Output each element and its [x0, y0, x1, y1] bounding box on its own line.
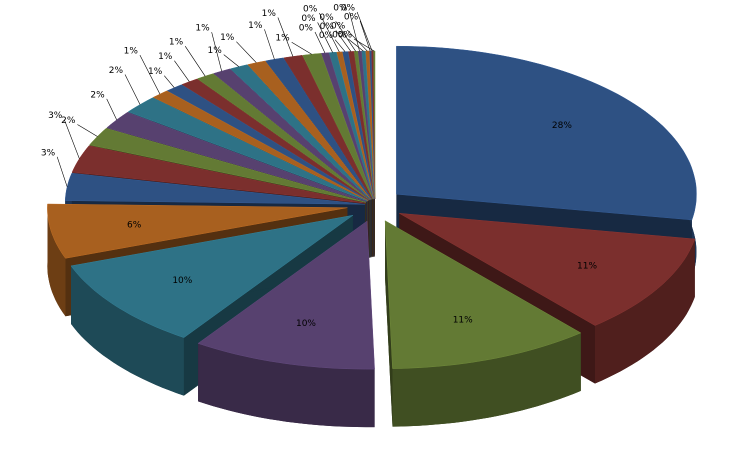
data-label: 0%: [332, 31, 347, 41]
slice-outer-wall: [71, 265, 184, 396]
slice: [127, 97, 368, 202]
data-label: 1%: [207, 46, 222, 56]
slice: [70, 215, 354, 338]
data-label: 11%: [577, 262, 597, 272]
data-label: 1%: [195, 24, 210, 34]
leader-line: [291, 41, 312, 55]
data-label: 28%: [552, 121, 572, 131]
slice: [181, 78, 370, 201]
slice: [229, 64, 371, 200]
data-label: 0%: [333, 4, 348, 14]
leader-line: [64, 119, 80, 159]
data-label: 10%: [172, 276, 192, 286]
leader-line: [277, 17, 294, 57]
leader-line: [77, 124, 98, 137]
data-label: 0%: [303, 5, 318, 15]
leader-line: [319, 12, 340, 53]
data-label: 3%: [48, 111, 63, 121]
leader-line: [184, 45, 206, 77]
leader-line: [317, 22, 333, 53]
leader-line: [348, 38, 364, 52]
data-label: 1%: [169, 38, 184, 48]
data-label: 1%: [148, 67, 163, 77]
slice-outer-wall: [595, 239, 695, 384]
slice: [197, 220, 375, 428]
leader-line: [335, 30, 352, 52]
data-label: 3%: [41, 148, 56, 158]
leader-line: [347, 29, 368, 52]
data-label: 2%: [61, 116, 76, 126]
slice: [47, 203, 348, 259]
data-label: 0%: [320, 22, 335, 32]
data-label: 2%: [109, 66, 124, 76]
leader-line: [264, 29, 275, 60]
leader-line: [335, 21, 356, 52]
leader-line: [211, 32, 222, 72]
slice-outer-wall: [198, 343, 375, 428]
slice-radial-wall: [385, 220, 393, 427]
data-label: 1%: [158, 52, 173, 62]
slice-outer-wall: [392, 332, 581, 427]
leader-line: [174, 60, 190, 82]
leader-line: [359, 20, 371, 52]
slice: [89, 128, 367, 203]
data-label: 0%: [338, 31, 353, 41]
data-label: 2%: [90, 90, 105, 100]
slice: [247, 60, 372, 200]
slice: [106, 112, 367, 202]
slice: [64, 172, 366, 205]
leader-line: [139, 54, 161, 95]
leader-line: [353, 38, 375, 52]
slice: [384, 220, 582, 369]
slice: [399, 213, 696, 326]
slice: [152, 90, 369, 201]
slice: [396, 45, 697, 221]
data-label: 0%: [341, 4, 356, 14]
leader-line: [334, 39, 346, 52]
data-label: 1%: [275, 34, 290, 44]
slice: [213, 68, 371, 200]
slice: [166, 84, 369, 201]
leader-line: [223, 54, 239, 67]
data-label: 0%: [344, 13, 359, 23]
leader-line: [314, 31, 326, 54]
leader-line: [236, 41, 257, 63]
data-label: 6%: [127, 220, 142, 230]
slice: [384, 220, 582, 427]
slice: [283, 55, 373, 200]
data-label: 1%: [124, 47, 139, 57]
data-label: 10%: [296, 319, 316, 329]
leader-line: [124, 74, 141, 105]
leader-line: [106, 98, 117, 120]
data-label: 1%: [220, 33, 235, 43]
data-label: 0%: [319, 13, 334, 23]
leader-line: [356, 11, 373, 52]
data-label: 1%: [248, 21, 263, 31]
leader-line: [349, 12, 360, 52]
data-label: 11%: [453, 316, 473, 326]
leader-line: [164, 75, 175, 88]
data-label: 1%: [262, 9, 277, 19]
data-label: 0%: [331, 22, 346, 32]
data-label: 0%: [319, 31, 334, 41]
data-label: 0%: [301, 14, 316, 24]
slice-outer-wall: [47, 204, 66, 317]
data-label: 0%: [299, 24, 314, 34]
slice: [71, 145, 366, 204]
slice: [197, 220, 375, 370]
leader-line: [56, 156, 68, 187]
